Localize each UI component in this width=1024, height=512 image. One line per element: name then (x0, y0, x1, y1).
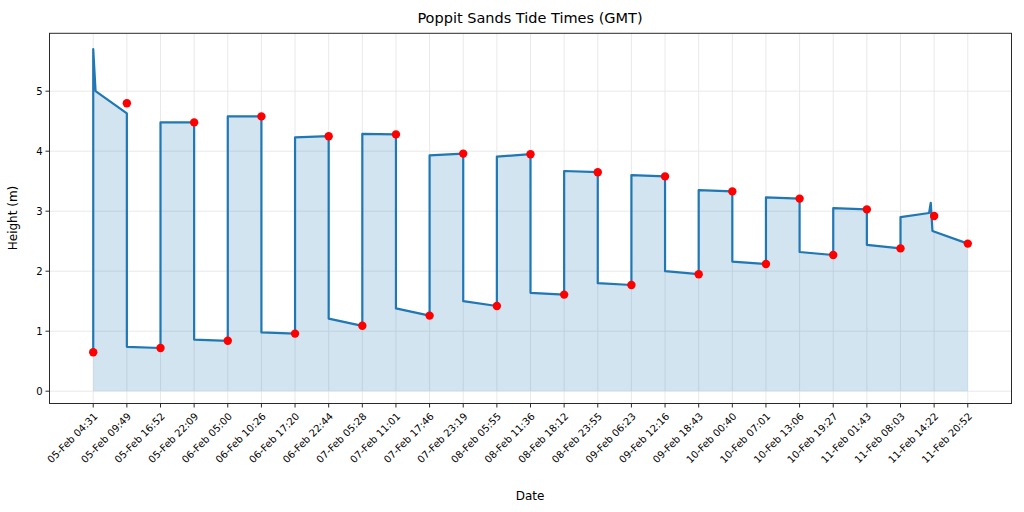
y-tick-label: 4 (36, 146, 42, 157)
tide-extreme-point (224, 337, 232, 345)
tide-extreme-point (863, 205, 871, 213)
tide-extreme-point (829, 251, 837, 259)
tide-extreme-point (627, 281, 635, 289)
y-tick-label: 0 (36, 386, 42, 397)
tide-extreme-point (291, 329, 299, 337)
tide-extreme-point (795, 194, 803, 202)
tide-extreme-point (526, 150, 534, 158)
y-tick-label: 1 (36, 326, 42, 337)
tide-extreme-point (964, 239, 972, 247)
tide-extreme-point (594, 168, 602, 176)
tide-extreme-point (459, 149, 467, 157)
chart-canvas: 01234505-Feb 04:3105-Feb 09:4905-Feb 16:… (0, 0, 1024, 512)
y-axis-label: Height (m) (6, 186, 20, 251)
x-axis-label: Date (516, 489, 545, 503)
tide-chart-figure: 01234505-Feb 04:3105-Feb 09:4905-Feb 16:… (0, 0, 1024, 512)
tide-extreme-point (728, 187, 736, 195)
tide-extreme-point (930, 212, 938, 220)
y-tick-label: 3 (36, 206, 42, 217)
tide-extreme-point (762, 260, 770, 268)
tide-extreme-point (190, 118, 198, 126)
y-tick-label: 2 (36, 266, 42, 277)
tide-extreme-point (358, 322, 366, 330)
tide-extreme-point (694, 270, 702, 278)
tide-extreme-point (324, 132, 332, 140)
tide-extreme-point (123, 99, 131, 107)
chart-title: Poppit Sands Tide Times (GMT) (417, 10, 642, 26)
y-tick-label: 5 (36, 86, 42, 97)
tide-extreme-point (156, 344, 164, 352)
tide-extreme-point (493, 302, 501, 310)
tide-extreme-point (896, 244, 904, 252)
tide-extreme-point (89, 348, 97, 356)
tide-extreme-point (425, 311, 433, 319)
tide-extreme-point (392, 130, 400, 138)
tide-extreme-point (661, 172, 669, 180)
tide-extreme-point (257, 112, 265, 120)
tide-extreme-point (560, 290, 568, 298)
